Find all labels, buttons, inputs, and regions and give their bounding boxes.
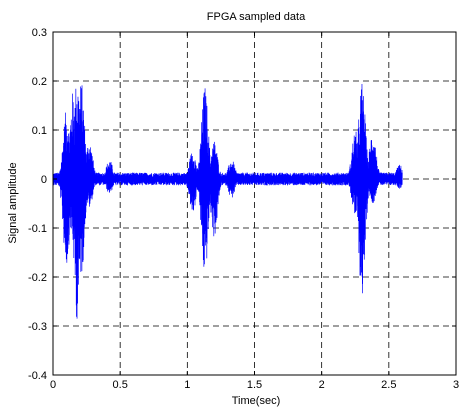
y-tick-label: 0 (41, 174, 47, 186)
x-tick-label: 0 (50, 379, 56, 391)
y-tick-label: 0.3 (32, 27, 47, 39)
y-tick-label: -0.1 (28, 223, 47, 235)
x-axis-label: Time(sec) (232, 395, 280, 407)
grid-lines (53, 32, 456, 375)
x-tick-label: 0.5 (113, 379, 128, 391)
signal-series (52, 84, 403, 319)
x-tick-label: 1.5 (247, 379, 262, 391)
y-tick-label: -0.4 (28, 370, 47, 382)
chart-title: FPGA sampled data (207, 11, 306, 23)
y-tick-label: 0.1 (32, 125, 47, 137)
signal-line (52, 84, 403, 319)
x-tick-label: 2 (319, 379, 325, 391)
y-tick-label: 0.2 (32, 76, 47, 88)
y-tick-label: -0.3 (28, 321, 47, 333)
y-tick-label: -0.2 (28, 272, 47, 284)
x-tick-label: 1 (184, 379, 190, 391)
x-tick-label: 2.5 (381, 379, 396, 391)
x-axis-ticks: 0 0.5 1 1.5 2 2.5 3 (50, 32, 459, 391)
x-tick-label: 3 (453, 379, 459, 391)
y-axis-label: Signal amplitude (7, 162, 19, 243)
y-axis-ticks: -0.4 -0.3 -0.2 -0.1 0 0.1 0.2 0.3 (28, 27, 456, 382)
